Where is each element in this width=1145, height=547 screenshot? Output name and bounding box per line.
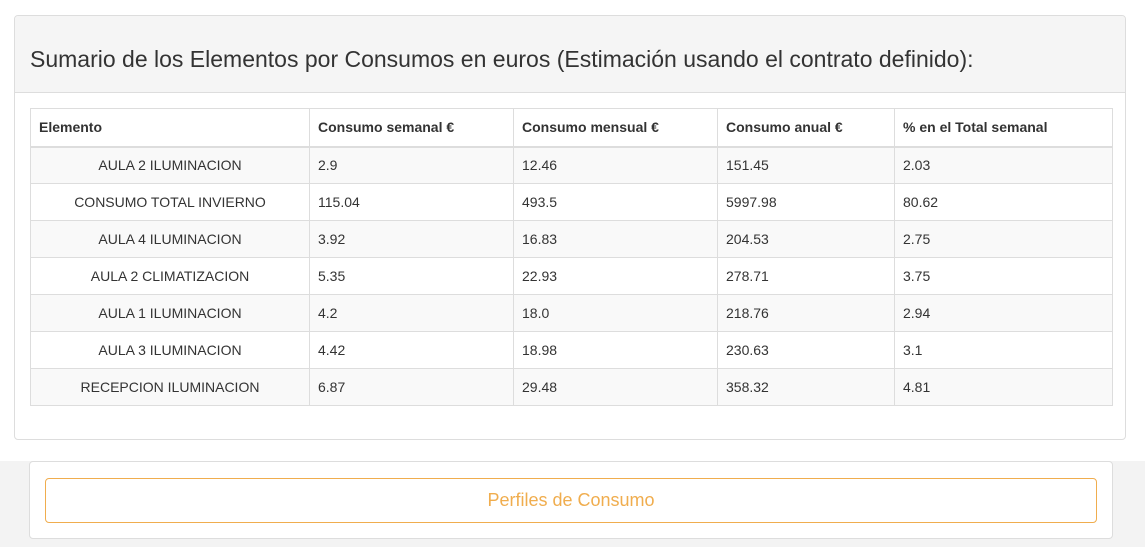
- cell-percent: 80.62: [894, 183, 1113, 221]
- cell-percent: 4.81: [894, 368, 1113, 406]
- cell-weekly: 2.9: [309, 146, 514, 184]
- cell-monthly: 18.0: [513, 294, 718, 332]
- cell-element: AULA 3 ILUMINACION: [30, 331, 310, 369]
- table-row: AULA 2 CLIMATIZACION 5.35 22.93 278.71 3…: [30, 257, 1113, 295]
- cell-monthly: 18.98: [513, 331, 718, 369]
- cell-element: AULA 1 ILUMINACION: [30, 294, 310, 332]
- page-title: Sumario de los Elementos por Consumos en…: [30, 45, 974, 72]
- table-row: AULA 3 ILUMINACION 4.42 18.98 230.63 3.1: [30, 331, 1113, 369]
- cell-monthly: 12.46: [513, 146, 718, 184]
- cell-annual: 358.32: [717, 368, 895, 406]
- cell-percent: 2.03: [894, 146, 1113, 184]
- cell-weekly: 4.2: [309, 294, 514, 332]
- cell-annual: 204.53: [717, 220, 895, 258]
- cell-element: AULA 2 CLIMATIZACION: [30, 257, 310, 295]
- cell-weekly: 5.35: [309, 257, 514, 295]
- column-header-percent: % en el Total semanal: [894, 108, 1113, 148]
- cell-monthly: 22.93: [513, 257, 718, 295]
- panel-body: Elemento Consumo semanal € Consumo mensu…: [15, 93, 1125, 406]
- cell-annual: 278.71: [717, 257, 895, 295]
- cell-weekly: 6.87: [309, 368, 514, 406]
- cell-annual: 218.76: [717, 294, 895, 332]
- consumption-table: Elemento Consumo semanal € Consumo mensu…: [30, 108, 1113, 406]
- cell-annual: 151.45: [717, 146, 895, 184]
- cell-element: AULA 4 ILUMINACION: [30, 220, 310, 258]
- cell-percent: 3.1: [894, 331, 1113, 369]
- cell-monthly: 493.5: [513, 183, 718, 221]
- cell-percent: 3.75: [894, 257, 1113, 295]
- panel-heading: Sumario de los Elementos por Consumos en…: [15, 16, 1125, 93]
- consumption-profiles-button[interactable]: Perfiles de Consumo: [45, 478, 1097, 523]
- cell-percent: 2.75: [894, 220, 1113, 258]
- bottom-section: Perfiles de Consumo: [0, 461, 1145, 547]
- column-header-monthly: Consumo mensual €: [513, 108, 718, 148]
- column-header-element: Elemento: [30, 108, 310, 148]
- cell-element: RECEPCION ILUMINACION: [30, 368, 310, 406]
- profiles-card: Perfiles de Consumo: [29, 461, 1113, 539]
- cell-weekly: 3.92: [309, 220, 514, 258]
- table-header-row: Elemento Consumo semanal € Consumo mensu…: [30, 108, 1113, 148]
- cell-element: AULA 2 ILUMINACION: [30, 146, 310, 184]
- table-row: AULA 1 ILUMINACION 4.2 18.0 218.76 2.94: [30, 294, 1113, 332]
- table-row: AULA 4 ILUMINACION 3.92 16.83 204.53 2.7…: [30, 220, 1113, 258]
- table-row: RECEPCION ILUMINACION 6.87 29.48 358.32 …: [30, 368, 1113, 406]
- cell-percent: 2.94: [894, 294, 1113, 332]
- cell-monthly: 29.48: [513, 368, 718, 406]
- table-row: CONSUMO TOTAL INVIERNO 115.04 493.5 5997…: [30, 183, 1113, 221]
- column-header-annual: Consumo anual €: [717, 108, 895, 148]
- summary-panel: Sumario de los Elementos por Consumos en…: [14, 15, 1126, 440]
- cell-annual: 5997.98: [717, 183, 895, 221]
- column-header-weekly: Consumo semanal €: [309, 108, 514, 148]
- cell-weekly: 115.04: [309, 183, 514, 221]
- cell-annual: 230.63: [717, 331, 895, 369]
- cell-weekly: 4.42: [309, 331, 514, 369]
- cell-element: CONSUMO TOTAL INVIERNO: [30, 183, 310, 221]
- table-row: AULA 2 ILUMINACION 2.9 12.46 151.45 2.03: [30, 146, 1113, 184]
- cell-monthly: 16.83: [513, 220, 718, 258]
